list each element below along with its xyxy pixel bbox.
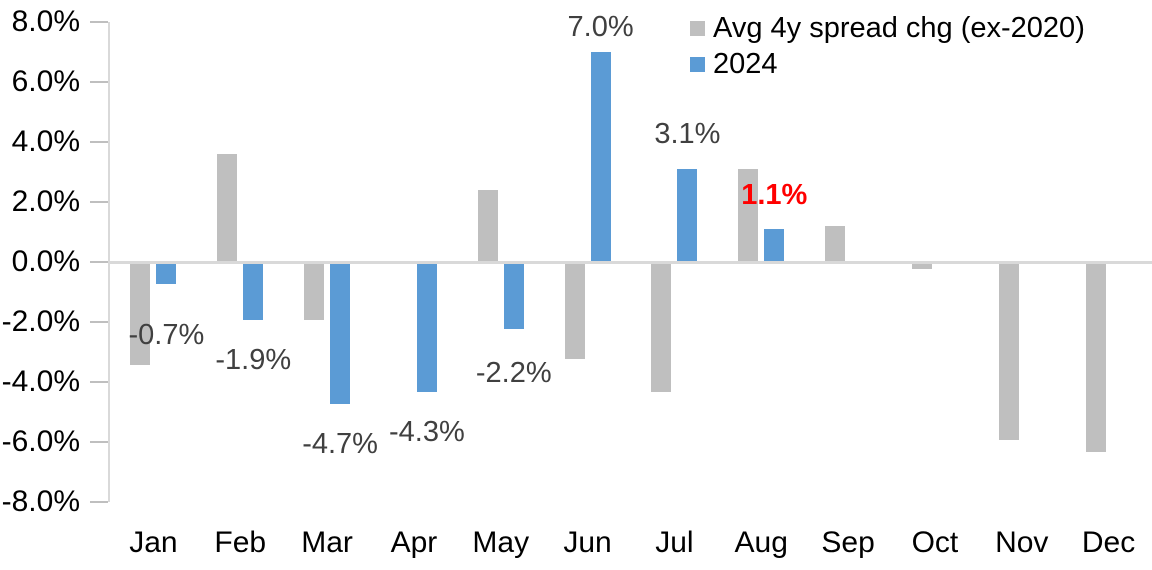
x-label-aug: Aug [734, 526, 788, 559]
bar-avg-jan [130, 263, 151, 365]
bar-2024-jan [156, 263, 177, 284]
zero-axis-line [108, 261, 1152, 264]
y-tick-label: 2.0% [11, 185, 80, 218]
bar-2024-aug [764, 229, 785, 262]
legend-swatch-blue [690, 56, 705, 72]
y-tick-mark [90, 81, 108, 83]
bar-2024-may [503, 263, 524, 329]
y-tick-mark [90, 381, 108, 383]
x-label-oct: Oct [911, 526, 959, 559]
legend-item-avg-4y-spread: Avg 4y spread chg (ex-2020) [690, 10, 1085, 46]
x-label-feb: Feb [214, 526, 267, 559]
legend-item-2024: 2024 [690, 46, 1085, 82]
x-label-mar: Mar [301, 526, 353, 559]
bar-avg-oct [911, 263, 932, 269]
bar-avg-may [477, 190, 498, 262]
legend-swatch-gray [690, 20, 705, 36]
bar-avg-nov [998, 263, 1019, 440]
y-tick-label: 6.0% [11, 65, 80, 98]
x-label-nov: Nov [995, 526, 1049, 559]
y-tick-label: 8.0% [11, 5, 80, 38]
x-label-apr: Apr [390, 526, 438, 559]
data-label-feb: -1.9% [215, 344, 292, 376]
bar-avg-mar [304, 263, 325, 320]
data-label-jun: 7.0% [567, 11, 634, 43]
bar-2024-jul [677, 169, 698, 262]
data-label-apr: -4.3% [389, 416, 465, 448]
y-tick-label: 0.0% [11, 245, 80, 278]
y-tick-mark [90, 321, 108, 323]
bar-2024-feb [243, 263, 264, 320]
legend: Avg 4y spread chg (ex-2020) 2024 [690, 10, 1085, 82]
y-tick-label: 4.0% [11, 125, 80, 158]
x-label-sep: Sep [821, 526, 875, 559]
x-label-jul: Jul [655, 526, 694, 559]
data-label-jan: -0.7% [128, 319, 205, 351]
x-label-jun: Jun [563, 526, 612, 559]
y-tick-mark [90, 201, 108, 203]
data-label-mar: -4.7% [302, 428, 378, 460]
x-label-jan: Jan [129, 526, 178, 559]
y-tick-mark [90, 441, 108, 443]
bar-2024-jun [590, 52, 611, 262]
x-label-dec: Dec [1081, 526, 1136, 559]
legend-label-avg-4y-spread: Avg 4y spread chg (ex-2020) [713, 11, 1085, 44]
y-tick-mark [90, 141, 108, 143]
bar-avg-dec [1085, 263, 1106, 452]
legend-label-2024: 2024 [713, 47, 778, 80]
y-tick-mark [90, 261, 108, 263]
x-label-may: May [472, 526, 530, 559]
bar-avg-jun [564, 263, 585, 359]
data-label-may: -2.2% [475, 357, 552, 389]
bar-avg-sep [825, 226, 846, 262]
y-tick-label: -4.0% [1, 365, 80, 398]
data-label-jul: 3.1% [654, 118, 721, 150]
y-tick-mark [90, 21, 108, 23]
bar-2024-mar [330, 263, 351, 404]
y-tick-label: -6.0% [1, 425, 80, 458]
bar-2024-apr [416, 263, 437, 392]
y-tick-label: -2.0% [1, 305, 80, 338]
bar-avg-feb [217, 154, 238, 262]
bar-avg-aug [738, 169, 759, 262]
bar-avg-jul [651, 263, 672, 392]
data-label-aug: 1.1% [741, 179, 808, 211]
y-tick-mark [90, 501, 108, 503]
y-tick-label: -8.0% [1, 485, 80, 518]
